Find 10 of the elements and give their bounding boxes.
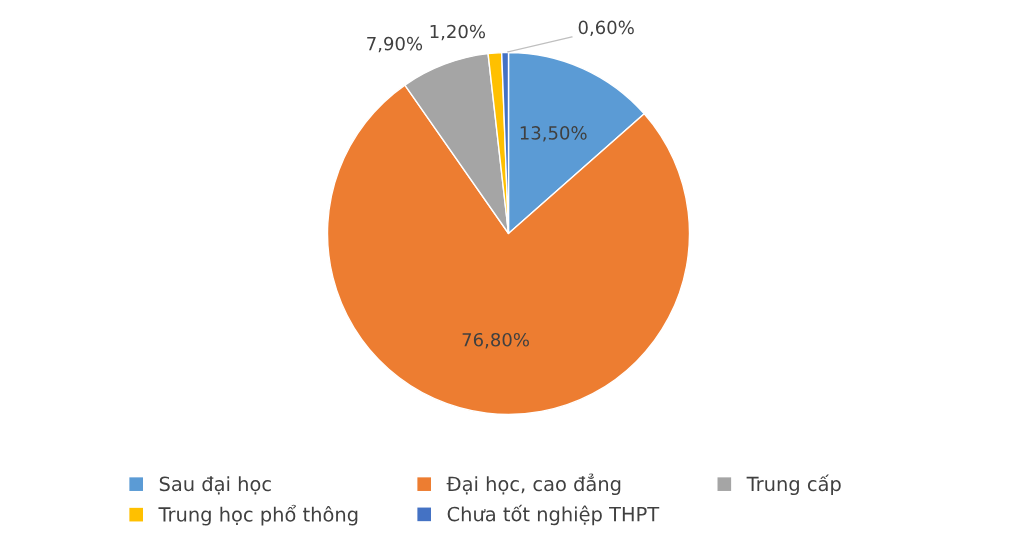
legend-label: Trung cấp (746, 474, 841, 496)
legend-label: Đại học, cao đẳng (446, 473, 621, 496)
data-label: 13,50% (520, 126, 587, 142)
data-label: 0,60% (578, 20, 634, 37)
data-label: 1,20% (430, 24, 486, 41)
legend-label: Chưa tốt nghiệp THPT (447, 504, 660, 526)
data-label: 76,80% (462, 332, 529, 349)
data-label: 7,90% (367, 36, 423, 53)
legend-label: Sau đại học (159, 476, 271, 495)
legend-label: Trung học phổ thông (158, 504, 358, 526)
